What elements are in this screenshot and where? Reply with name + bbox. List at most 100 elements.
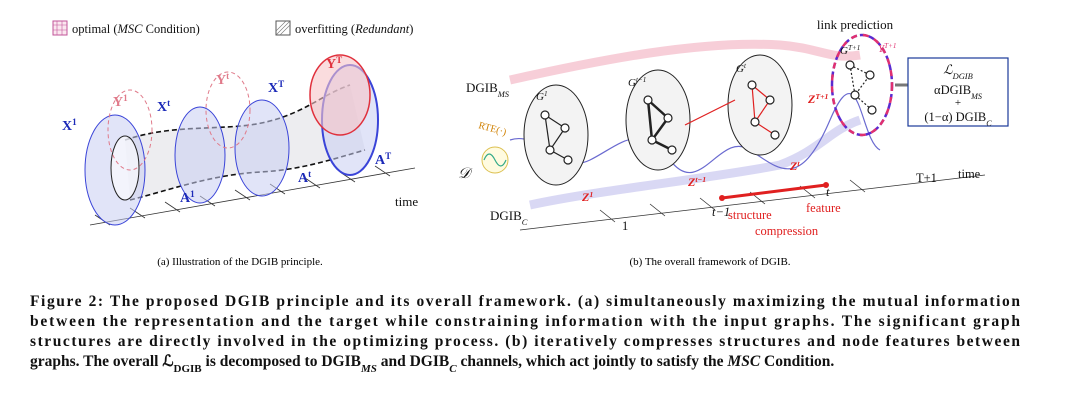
shape-line [164, 201, 181, 213]
shape-ellipse [309, 54, 371, 136]
shape-path [53, 21, 67, 35]
shape-circle [867, 105, 877, 115]
shape-path [544, 114, 569, 161]
legend-entry: overfitting (Redundant) [295, 22, 413, 36]
compression-label: feature [806, 201, 841, 215]
graph-label: G1 [536, 90, 548, 103]
shape-line [721, 183, 827, 200]
graph-label: Gt−1 [628, 76, 646, 89]
shape-g [540, 60, 877, 165]
channel-label-sub: MS [497, 89, 510, 99]
math-label: Xt [157, 98, 170, 115]
math-label-sup: t [308, 169, 311, 179]
timeline-label: t−1 [712, 205, 730, 219]
objective-term: (1−α) DGIBC [924, 110, 992, 128]
math-label-base: X [62, 119, 72, 134]
shape-ellipse [110, 135, 140, 201]
objective-term-base: ℒ [943, 62, 953, 77]
shape-circle [643, 95, 653, 105]
legend-text: ) [409, 22, 413, 36]
shape-circle [719, 195, 725, 201]
shape-path [129, 149, 366, 201]
math-label-base: Y [216, 73, 226, 88]
shape-circle [545, 145, 555, 155]
caption-segment: and DGIB [377, 353, 449, 370]
z-label-sup: 1 [589, 190, 593, 199]
shape-circle [663, 113, 673, 123]
caption-segment: Condition. [760, 353, 834, 370]
math-label: Y1 [113, 93, 128, 110]
graph-label-sup: 1 [544, 90, 548, 98]
z-label-sup: t [797, 159, 800, 168]
shape-circle [563, 155, 573, 165]
objective-term-sub: C [986, 119, 992, 128]
caption-segment: MSC [726, 353, 760, 370]
compression-label: compression [755, 224, 819, 238]
legend-entry: optimal (MSC Condition) [72, 22, 200, 36]
shape-circle [850, 90, 860, 100]
math-label: XT [268, 79, 284, 96]
figure-caption-line: graphs. The overall ℒDGIB is decomposed … [30, 353, 834, 375]
legend-text: optimal ( [72, 22, 117, 36]
shape-ellipse [625, 69, 691, 171]
shape-ellipse [174, 106, 226, 204]
caption: (b) The overall framework of DGIB. [629, 256, 790, 268]
z-label: Z1 [581, 190, 593, 205]
z-label: Zt [789, 159, 800, 174]
shape-circle [667, 145, 677, 155]
shape-g [519, 174, 986, 231]
caption: (a) Illustration of the DGIB principle. [157, 256, 323, 268]
shape-circle [770, 130, 780, 140]
caption-segment: MS [360, 363, 377, 375]
legend-text: Condition) [142, 22, 199, 36]
shape-line [234, 189, 251, 201]
graph-label-sup: t−1 [636, 76, 646, 84]
graph-label-sup: T+1 [884, 42, 896, 50]
math-label: A1 [180, 189, 195, 206]
timeline-label: t [826, 185, 830, 199]
math-label: AT [375, 151, 391, 168]
objective-term-sub: DGIB [952, 71, 973, 81]
shape-path [275, 20, 291, 36]
shape-circle [865, 70, 875, 80]
z-label-base: Z [581, 190, 590, 204]
math-label-sup: t [167, 98, 170, 108]
timeline-label: 1 [622, 219, 628, 233]
z-label: ZT+1 [807, 92, 829, 107]
math-label-sup: T [278, 79, 284, 89]
z-label-sup: t−1 [695, 175, 706, 184]
shape-path [646, 99, 673, 152]
math-label-sup: t [226, 71, 229, 81]
legend-text: overfitting ( [295, 22, 355, 36]
shape-rect [52, 20, 68, 36]
caption-segment: channels, which act jointly to satisfy t… [457, 353, 728, 370]
shape-circle [647, 135, 657, 145]
caption-segment: is decomposed to DGIB [202, 353, 361, 370]
shape-line [304, 177, 321, 189]
math-label-base: A [375, 153, 386, 168]
caption-segment: Figure 2: The proposed DGIB principle an… [30, 293, 1020, 310]
channel-label: DGIBMS [466, 80, 510, 99]
shape-line [849, 179, 866, 193]
z-label-base: Z [789, 159, 798, 173]
shape-path [849, 64, 873, 111]
graph-label: YT+1 [878, 42, 897, 55]
label: link prediction [817, 17, 894, 32]
legend-text: Redundant [354, 22, 410, 36]
z-label-base: Z [687, 175, 696, 189]
shape-circle [540, 110, 550, 120]
figure-caption-line: structures are directly involved in the … [30, 333, 1020, 350]
shape-path [751, 84, 776, 136]
objective-term-base: (1−α) DGIB [924, 110, 986, 124]
graph-label-base: G [840, 45, 848, 57]
z-label-base: Z [807, 92, 816, 106]
math-label-base: X [157, 100, 167, 115]
shape-path [529, 115, 862, 210]
shape-circle [750, 117, 760, 127]
shape-rect [907, 57, 1009, 127]
channel-label-sub: C [522, 217, 528, 227]
shape-line [649, 203, 666, 217]
graph-label: GT+1 [840, 44, 860, 57]
shape-circle [845, 60, 855, 70]
shape-ellipse [205, 71, 251, 149]
